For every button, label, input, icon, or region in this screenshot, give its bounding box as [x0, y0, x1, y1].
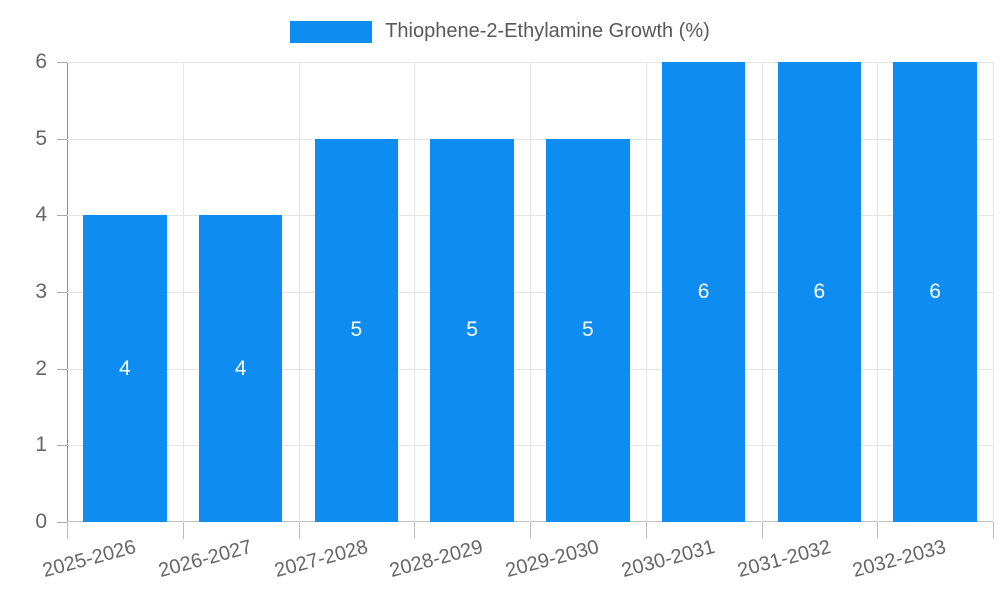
y-tick-label: 1 [35, 433, 47, 457]
x-tick-label: 2027-2028 [271, 536, 371, 583]
x-axis-tick [761, 522, 763, 539]
x-tick-label: 2026-2027 [156, 536, 255, 583]
bar: 4 [83, 215, 167, 522]
bar: 5 [546, 138, 630, 522]
bar: 5 [314, 138, 399, 522]
bar: 6 [661, 62, 746, 522]
gridline-v [182, 62, 184, 522]
gridline-v [530, 62, 531, 522]
y-tick-label: 0 [35, 510, 47, 533]
gridline-v [761, 62, 763, 522]
y-axis-tick [57, 368, 67, 370]
x-tick-label: 2028-2029 [387, 536, 486, 583]
gridline-v [877, 62, 879, 522]
bar-value-label: 4 [119, 356, 131, 380]
x-axis-tick [530, 522, 531, 539]
bar: 6 [777, 62, 862, 522]
x-tick-label: 2029-2030 [503, 536, 602, 583]
y-axis-tick [57, 445, 67, 447]
y-axis-tick [57, 292, 67, 293]
y-tick-label: 5 [35, 126, 47, 150]
y-tick-label: 2 [35, 356, 47, 380]
y-axis-tick [57, 62, 67, 63]
x-tick-label: 2025-2026 [40, 536, 139, 583]
x-axis-tick [67, 522, 68, 539]
x-axis-tick [182, 522, 184, 539]
bar: 4 [198, 215, 283, 522]
y-tick-label: 3 [35, 280, 47, 303]
legend-label: Thiophene-2-Ethylamine Growth (%) [385, 20, 710, 42]
bar-value-label: 6 [813, 280, 826, 303]
bar: 6 [893, 62, 977, 522]
x-tick-label: 2031-2032 [734, 536, 834, 583]
bar-value-label: 5 [350, 318, 363, 342]
gridline-v [414, 62, 416, 522]
y-tick-label: 6 [35, 50, 47, 73]
legend-swatch [290, 20, 373, 43]
bar-value-label: 6 [929, 280, 941, 303]
bar-value-label: 5 [466, 318, 478, 342]
x-axis-tick [414, 522, 416, 539]
y-tick-label: 4 [35, 203, 47, 227]
x-axis-tick [645, 522, 647, 539]
x-axis-tick [298, 522, 300, 539]
gridline-v [993, 62, 994, 522]
bar: 5 [430, 138, 514, 522]
bar-value-label: 4 [234, 356, 247, 380]
x-tick-label: 2032-2033 [850, 536, 949, 583]
gridline-v [645, 62, 647, 522]
bar-value-label: 5 [582, 318, 594, 342]
y-axis-tick [57, 522, 67, 523]
plot-area: 0 1 2 3 4 5 6 4 4 5 5 5 6 6 6 2025-2026 2026-2027 2027-20… [35, 50, 994, 582]
y-axis-tick [57, 215, 67, 217]
gridline-v [298, 62, 300, 522]
x-axis-tick [993, 522, 994, 539]
bar-value-label: 6 [697, 280, 710, 303]
y-axis-tick [57, 138, 67, 140]
x-axis-tick [877, 522, 879, 539]
legend-item-series-0[interactable]: Thiophene-2-Ethylamine Growth (%) [290, 20, 710, 43]
x-tick-label: 2030-2031 [619, 536, 718, 583]
chart-legend: Thiophene-2-Ethylamine Growth (%) [0, 20, 1000, 43]
